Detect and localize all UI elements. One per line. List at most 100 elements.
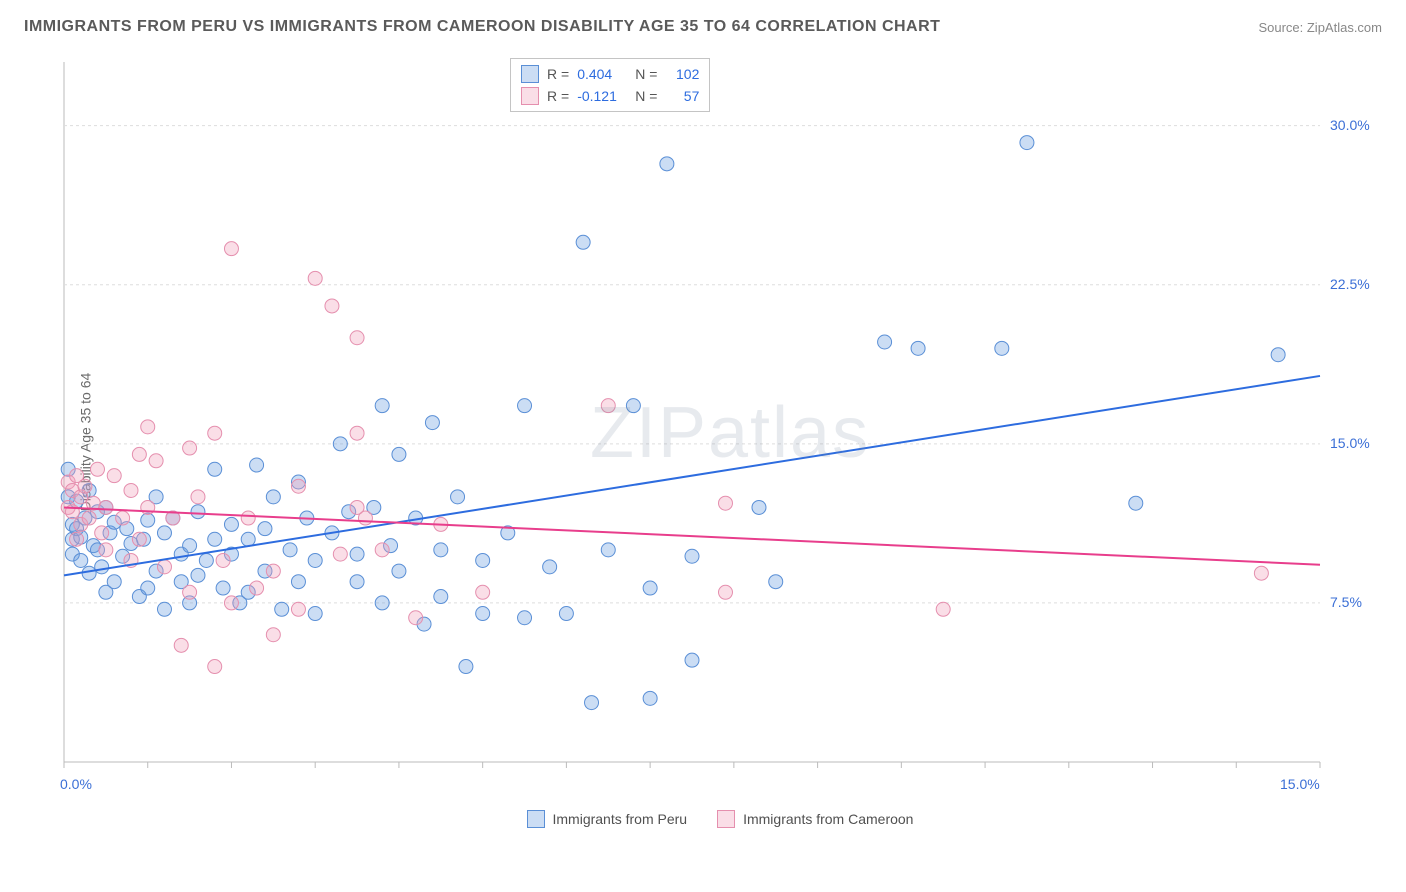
scatter-point [107,575,121,589]
scatter-point [141,420,155,434]
scatter-point [518,399,532,413]
scatter-point [291,602,305,616]
source-link[interactable]: ZipAtlas.com [1307,20,1382,35]
scatter-point [174,638,188,652]
scatter-point [99,500,113,514]
scatter-point [375,399,389,413]
scatter-point [124,483,138,497]
r-label: R = [547,66,569,82]
scatter-point [208,660,222,674]
scatter-point [643,581,657,595]
scatter-point [291,479,305,493]
scatter-point [116,511,130,525]
x-tick-label: 15.0% [1280,776,1320,792]
scatter-point [350,331,364,345]
scatter-point [250,581,264,595]
scatter-point [752,500,766,514]
scatter-point [1254,566,1268,580]
scatter-point [718,496,732,510]
scatter-point [911,341,925,355]
legend-swatch [521,65,539,83]
scatter-point [308,553,322,567]
legend-item: Immigrants from Cameroon [717,810,913,828]
scatter-point [132,447,146,461]
scatter-point [82,511,96,525]
scatter-point [718,585,732,599]
scatter-point [518,611,532,625]
scatter-point [70,532,84,546]
scatter-point [283,543,297,557]
series-legend: Immigrants from PeruImmigrants from Came… [50,810,1390,828]
scatter-point [585,696,599,710]
scatter-point [350,575,364,589]
r-label: R = [547,88,569,104]
scatter-point [183,441,197,455]
scatter-point [451,490,465,504]
scatter-point [216,553,230,567]
scatter-point [149,454,163,468]
scatter-point [157,526,171,540]
scatter-point [157,602,171,616]
scatter-point [266,628,280,642]
scatter-point [543,560,557,574]
scatter-point [308,271,322,285]
scatter-point [425,416,439,430]
scatter-point [476,585,490,599]
scatter-point [224,517,238,531]
scatter-point [183,539,197,553]
n-value: 57 [665,88,699,104]
scatter-point [157,560,171,574]
r-value: -0.121 [577,88,627,104]
scatter-point [375,543,389,557]
y-tick-label: 15.0% [1330,435,1370,451]
scatter-point [308,607,322,621]
scatter-point [95,526,109,540]
y-tick-label: 30.0% [1330,117,1370,133]
scatter-point [208,426,222,440]
y-tick-label: 7.5% [1330,594,1362,610]
legend-swatch [717,810,735,828]
scatter-point [643,691,657,705]
scatter-point [241,511,255,525]
scatter-point [78,479,92,493]
scatter-point [685,653,699,667]
chart-container: Disability Age 35 to 64 ZIPatlas R =0.40… [50,52,1390,832]
scatter-point [141,581,155,595]
chart-title: IMMIGRANTS FROM PERU VS IMMIGRANTS FROM … [24,18,940,36]
scatter-point [459,660,473,674]
scatter-point [90,462,104,476]
legend-row: R =-0.121N =57 [521,85,699,107]
scatter-point [878,335,892,349]
scatter-point [350,547,364,561]
x-tick-label: 0.0% [60,776,92,792]
stats-legend: R =0.404N =102R =-0.121N =57 [510,58,710,112]
scatter-point [392,564,406,578]
n-label: N = [635,66,657,82]
scatter-point [660,157,674,171]
scatter-point [1020,136,1034,150]
scatter-point [241,532,255,546]
scatter-point [266,564,280,578]
scatter-point [132,532,146,546]
scatter-point [216,581,230,595]
legend-swatch [521,87,539,105]
scatter-point [258,522,272,536]
scatter-point [107,469,121,483]
scatter-point [576,235,590,249]
scatter-point [601,399,615,413]
legend-swatch [527,810,545,828]
source-label: Source: [1258,20,1306,35]
scatter-point [392,447,406,461]
scatter-point [266,490,280,504]
scatter-point [685,549,699,563]
scatter-point [626,399,640,413]
scatter-point [936,602,950,616]
scatter-point [291,575,305,589]
scatter-point [601,543,615,557]
scatter-point [191,505,205,519]
scatter-point [99,543,113,557]
scatter-point [325,299,339,313]
scatter-point [208,532,222,546]
scatter-point [95,560,109,574]
scatter-chart [60,52,1380,812]
